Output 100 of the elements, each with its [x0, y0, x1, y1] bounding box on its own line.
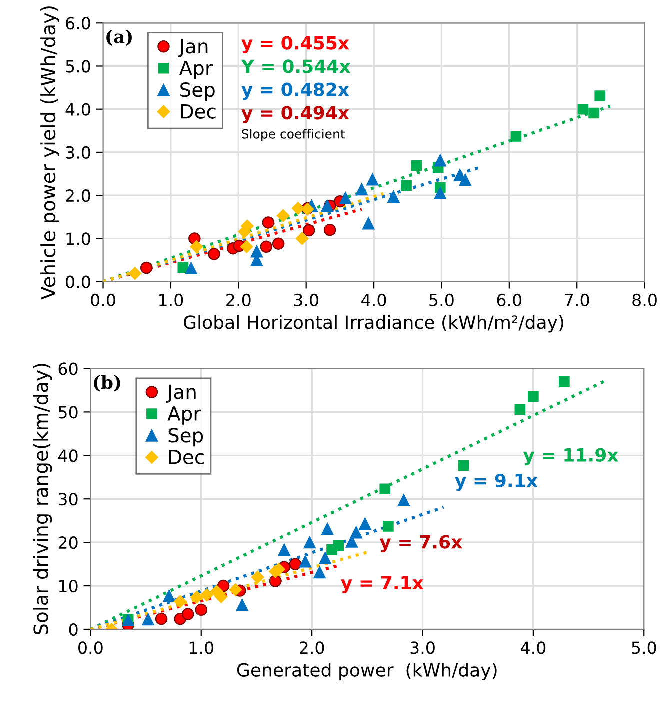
- point: [314, 566, 326, 579]
- point: [190, 240, 204, 254]
- point: [559, 376, 570, 388]
- point: [182, 608, 194, 620]
- point: [278, 544, 291, 556]
- point: [140, 262, 153, 274]
- x-tick-label: 2.0: [300, 642, 324, 654]
- y-tick-label: 20: [58, 536, 78, 550]
- point: [272, 238, 285, 250]
- point: [128, 267, 142, 280]
- point: [362, 217, 375, 230]
- point: [434, 154, 446, 167]
- point: [304, 536, 316, 549]
- legend-label: Dec: [169, 450, 204, 465]
- x-tick-label: 4.0: [521, 642, 546, 654]
- chart-title: (b): [94, 375, 120, 392]
- annotation: y = 7.6x: [380, 535, 462, 553]
- x-tick-label: 6.0: [497, 294, 522, 307]
- point: [208, 248, 220, 260]
- point: [195, 604, 208, 616]
- point: [350, 526, 362, 539]
- y-tick-label: 60: [58, 362, 78, 376]
- legend-label: Apr: [168, 406, 202, 425]
- point: [163, 590, 176, 602]
- point: [401, 180, 412, 192]
- x-tick-label: 2.0: [226, 294, 251, 307]
- point: [321, 522, 334, 536]
- point: [236, 599, 248, 612]
- x-tick-label: 5.0: [430, 294, 454, 307]
- point: [366, 174, 379, 186]
- point: [240, 240, 254, 254]
- x-tick-label: 1.0: [160, 294, 184, 307]
- point: [296, 232, 309, 246]
- point: [458, 460, 470, 472]
- x-tick-label: 0.0: [78, 642, 103, 654]
- legend-label: Jan: [178, 39, 208, 58]
- point: [411, 160, 422, 172]
- point: [528, 391, 539, 402]
- legend-label: Sep: [168, 428, 204, 447]
- point: [262, 216, 275, 229]
- annotation: y = 9.1x: [455, 474, 538, 492]
- x-axis-title: Generated power (kWh/day): [237, 662, 497, 680]
- point: [229, 584, 242, 596]
- point: [299, 556, 312, 568]
- y-tick-label: 5.0: [66, 60, 90, 73]
- annotation: y = 7.1x: [341, 576, 424, 594]
- point: [178, 262, 189, 273]
- point: [200, 588, 214, 602]
- point: [321, 200, 334, 212]
- annotation: Y = 0.544x: [241, 60, 351, 74]
- point: [276, 209, 290, 222]
- annotation: Slope coefficient: [242, 129, 346, 142]
- y-tick-label: 30: [58, 493, 78, 506]
- point: [383, 521, 394, 532]
- legend-label: Sep: [180, 82, 215, 101]
- point: [260, 240, 273, 253]
- point: [289, 558, 302, 570]
- y-tick-label: 0.0: [66, 276, 90, 288]
- x-tick-label: 4.0: [362, 294, 386, 307]
- y-tick-label: 4.0: [66, 103, 90, 116]
- point: [251, 570, 264, 584]
- x-tick-label: 3.0: [410, 642, 435, 654]
- y-tick-label: 6.0: [66, 17, 90, 30]
- point: [359, 518, 372, 530]
- y-tick-label: 1.0: [66, 232, 90, 246]
- point: [174, 595, 187, 608]
- point: [459, 174, 472, 186]
- point: [594, 90, 606, 102]
- point: [346, 536, 358, 548]
- y-axis-title: Vehicle power yield (kWh/day): [40, 6, 60, 300]
- point: [319, 552, 332, 564]
- x-tick-label: 1.0: [190, 642, 214, 654]
- point: [214, 590, 228, 604]
- annotation: y = 0.482x: [242, 82, 350, 100]
- legend-label: Jan: [166, 384, 196, 403]
- point: [185, 262, 198, 275]
- y-tick-label: 40: [58, 450, 78, 462]
- y-tick-label: 2.0: [66, 190, 90, 202]
- legend-label: Dec: [181, 104, 216, 119]
- point: [578, 104, 589, 115]
- point: [388, 190, 400, 203]
- point: [588, 108, 600, 119]
- x-tick-label: 7.0: [565, 294, 590, 307]
- y-tick-label: 3.0: [66, 146, 90, 160]
- point: [510, 131, 522, 142]
- point: [398, 494, 410, 507]
- point: [269, 575, 282, 588]
- point: [324, 224, 336, 236]
- annotation: y = 0.455x: [242, 36, 350, 54]
- point: [333, 540, 344, 552]
- x-tick-label: 5.0: [632, 642, 656, 654]
- annotation: y = 11.9x: [523, 448, 619, 466]
- point: [142, 613, 154, 626]
- point: [380, 484, 391, 495]
- point: [514, 404, 526, 415]
- x-tick-label: 0.0: [91, 294, 116, 307]
- point: [434, 187, 446, 200]
- y-axis-title: Solar driving range(km/day): [33, 364, 52, 635]
- point: [302, 224, 316, 237]
- annotation: y = 0.494x: [242, 106, 350, 124]
